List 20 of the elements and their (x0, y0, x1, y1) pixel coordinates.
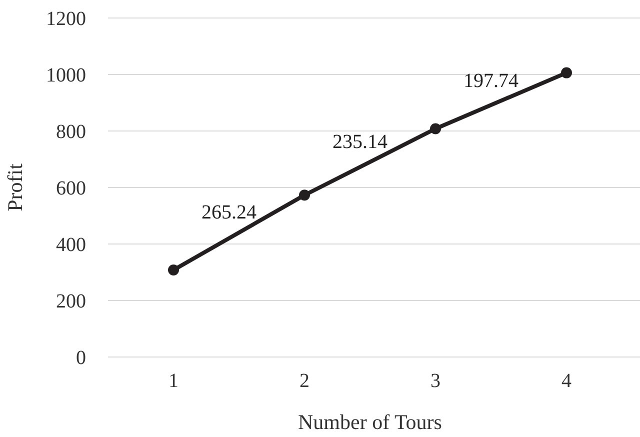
x-tick-label: 4 (562, 370, 572, 392)
point (430, 123, 441, 134)
y-tick-label: 400 (56, 234, 86, 256)
y-axis-title: Profit (3, 163, 27, 212)
y-tick-label: 1200 (46, 8, 86, 30)
x-axis-title: Number of Tours (298, 410, 442, 434)
y-tick-label: 200 (56, 290, 86, 312)
y-tick-label: 1000 (46, 64, 86, 86)
x-tick-label: 2 (300, 370, 310, 392)
point (561, 67, 572, 78)
x-tick-label: 3 (430, 370, 440, 392)
annotation: 235.14 (332, 130, 388, 153)
annotation: 197.74 (464, 70, 518, 92)
y-tick-label: 600 (56, 178, 86, 200)
y-tick-label: 0 (76, 347, 86, 369)
annotation: 265.24 (202, 202, 256, 224)
point (299, 190, 310, 201)
x-tick-label: 1 (168, 370, 178, 392)
y-tick-label: 800 (56, 121, 86, 143)
point (168, 264, 179, 276)
